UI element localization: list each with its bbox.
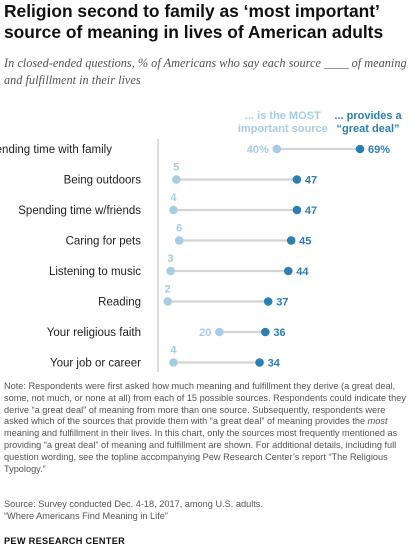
great-deal-value: 34 [268, 358, 281, 370]
category-label: Spending time w/friends [18, 205, 141, 217]
most-important-dot [166, 266, 175, 276]
great-deal-value: 47 [305, 205, 317, 217]
most-important-value: 40% [247, 144, 269, 156]
category-label: Your religious faith [47, 327, 141, 339]
great-deal-value: 44 [296, 266, 309, 278]
chart-subtitle: In closed-ended questions, % of American… [4, 56, 407, 87]
legend-label-1: ... is the MOST [245, 110, 321, 122]
great-deal-dot [286, 236, 296, 245]
category-label: Your job or career [50, 358, 141, 370]
category-label: Being outdoors [64, 175, 142, 187]
most-important-value: 4 [170, 345, 177, 357]
great-deal-value: 36 [273, 327, 285, 339]
great-deal-dot [263, 297, 273, 306]
great-deal-value: 69% [368, 144, 390, 156]
legend-label-2: ... provides a [334, 110, 402, 122]
chart-title: Religion second to family as ‘most impor… [4, 1, 384, 42]
most-important-value: 3 [168, 253, 174, 265]
most-important-value: 5 [173, 162, 179, 174]
legend-label-1: important source [238, 123, 328, 135]
most-important-dot [174, 236, 184, 245]
most-important-dot [272, 144, 282, 154]
category-label: Caring for pets [66, 236, 142, 248]
most-important-value: 2 [165, 284, 171, 296]
most-important-dot [169, 205, 178, 215]
most-important-dot [215, 327, 224, 337]
chart-source: Source: Survey conducted Dec. 4-18, 2017… [4, 499, 411, 523]
great-deal-dot [292, 205, 302, 215]
category-label: Reading [98, 297, 141, 309]
most-important-dot [163, 297, 173, 306]
note-part-2: meaning and fulfillment in their lives. … [4, 428, 398, 474]
source-line: Source: Survey conducted Dec. 4-18, 2017… [4, 499, 263, 509]
most-important-dot [172, 175, 181, 184]
category-label: Listening to music [49, 266, 141, 278]
great-deal-dot [255, 358, 264, 367]
great-deal-dot [292, 175, 302, 184]
report-title: “Where Americans Find Meaning in Life” [4, 510, 168, 521]
legend-label-2: “great deal” [337, 123, 400, 135]
great-deal-dot [355, 144, 365, 154]
most-important-value: 6 [176, 223, 182, 235]
most-important-dot [169, 358, 178, 367]
note-part-1: Note: Respondents were first asked how m… [4, 381, 406, 427]
most-important-value: 4 [170, 192, 177, 204]
most-important-value: 20 [199, 327, 211, 339]
great-deal-dot [261, 327, 270, 337]
great-deal-dot [283, 266, 293, 276]
chart-note: Note: Respondents were first asked how m… [4, 381, 411, 475]
great-deal-value: 47 [305, 175, 317, 187]
pew-logo-text: PEW RESEARCH CENTER [4, 536, 126, 546]
category-label: Spending time with family [0, 144, 112, 156]
great-deal-value: 37 [276, 297, 288, 309]
note-emphasis: most [367, 416, 388, 427]
great-deal-value: 45 [299, 236, 311, 248]
